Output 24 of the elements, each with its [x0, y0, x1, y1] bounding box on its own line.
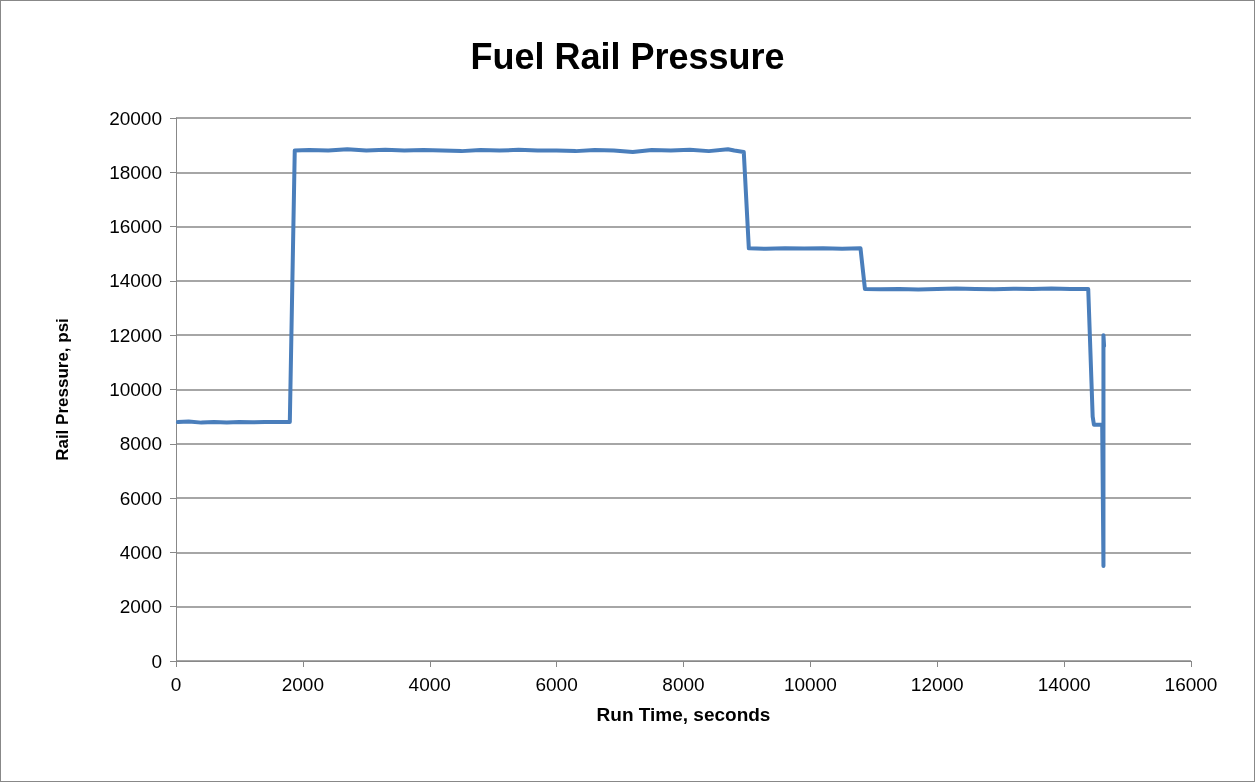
y-tick-label: 10000	[109, 379, 162, 400]
x-axis-title: Run Time, seconds	[596, 704, 771, 725]
x-tick-label: 10000	[783, 674, 837, 695]
y-tick-label: 8000	[119, 433, 162, 455]
x-tick-label: 0	[170, 674, 182, 695]
y-tick-label: 16000	[109, 216, 162, 238]
y-tick-label: 0	[151, 650, 162, 672]
x-tick-label: 8000	[662, 674, 705, 695]
x-tick-label: 6000	[535, 674, 578, 695]
y-tick-label: 6000	[119, 487, 162, 509]
x-tick-label: 16000	[1164, 674, 1218, 695]
x-tick-label: 14000	[1037, 674, 1091, 695]
x-tick-label: 12000	[910, 674, 964, 695]
y-tick-label: 14000	[109, 270, 162, 292]
line-series	[175, 147, 1107, 568]
y-tick-label: 20000	[109, 107, 162, 129]
chart-title: Fuel Rail Pressure	[470, 35, 785, 77]
y-tick-label: 12000	[109, 324, 162, 346]
y-tick-label: 18000	[109, 161, 162, 183]
y-tick-label: 4000	[119, 541, 162, 563]
y-tick-label: 2000	[119, 596, 162, 618]
x-tick-label: 4000	[408, 674, 451, 695]
x-tick-label: 2000	[281, 674, 325, 695]
y-axis-title: Rail Pressure, psi	[53, 318, 72, 461]
